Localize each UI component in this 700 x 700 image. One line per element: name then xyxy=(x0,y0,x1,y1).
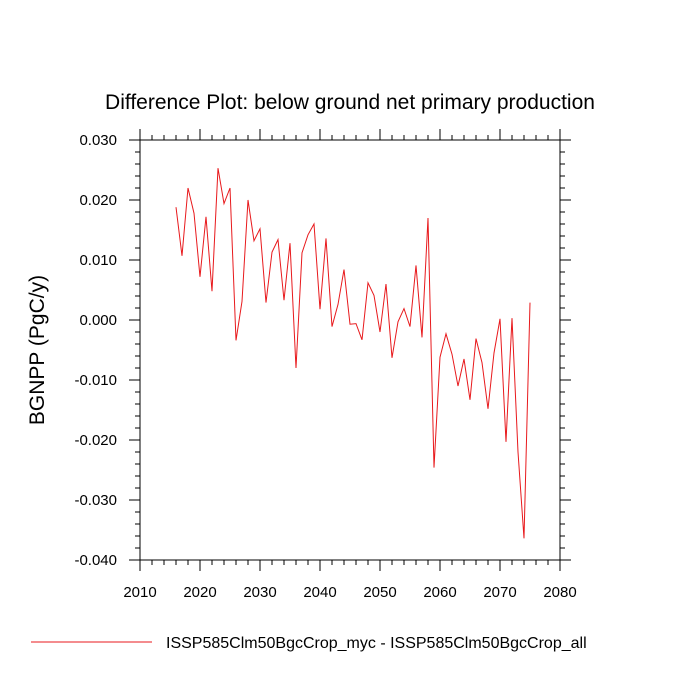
series-line xyxy=(175,168,531,539)
y-tick-label: 0.030 xyxy=(79,132,117,149)
y-axis-label: BGNPP (PgC/y) xyxy=(26,275,49,425)
y-tick-label: -0.040 xyxy=(74,552,117,569)
series-layer xyxy=(175,168,531,539)
y-tick-label: 0.020 xyxy=(79,192,117,209)
x-tick-label: 2040 xyxy=(303,584,336,601)
x-tick-label: 2070 xyxy=(483,584,516,601)
x-tick-label: 2030 xyxy=(243,584,276,601)
y-tick-label: 0.000 xyxy=(79,312,117,329)
legend-label: ISSP585Clm50BgcCrop_myc - ISSP585Clm50Bg… xyxy=(166,635,587,652)
x-tick-label: 2010 xyxy=(123,584,156,601)
ticks xyxy=(129,129,571,571)
y-tick-label: -0.020 xyxy=(74,432,117,449)
x-tick-label: 2050 xyxy=(363,584,396,601)
x-tick-label: 2020 xyxy=(183,584,216,601)
y-tick-label: -0.010 xyxy=(74,372,117,389)
y-tick-label: 0.010 xyxy=(79,252,117,269)
plot-frame xyxy=(139,139,561,561)
tick-labels: 2010 2020 2030 2040 2050 2060 2070 2080 0.030 0.0… xyxy=(74,132,576,601)
chart-title: Difference Plot: below ground net primar… xyxy=(105,91,595,114)
x-tick-label: 2080 xyxy=(543,584,576,601)
x-tick-label: 2060 xyxy=(423,584,456,601)
y-tick-label: -0.030 xyxy=(74,492,117,509)
legend: ISSP585Clm50BgcCrop_myc - ISSP585Clm50Bg… xyxy=(31,635,587,652)
